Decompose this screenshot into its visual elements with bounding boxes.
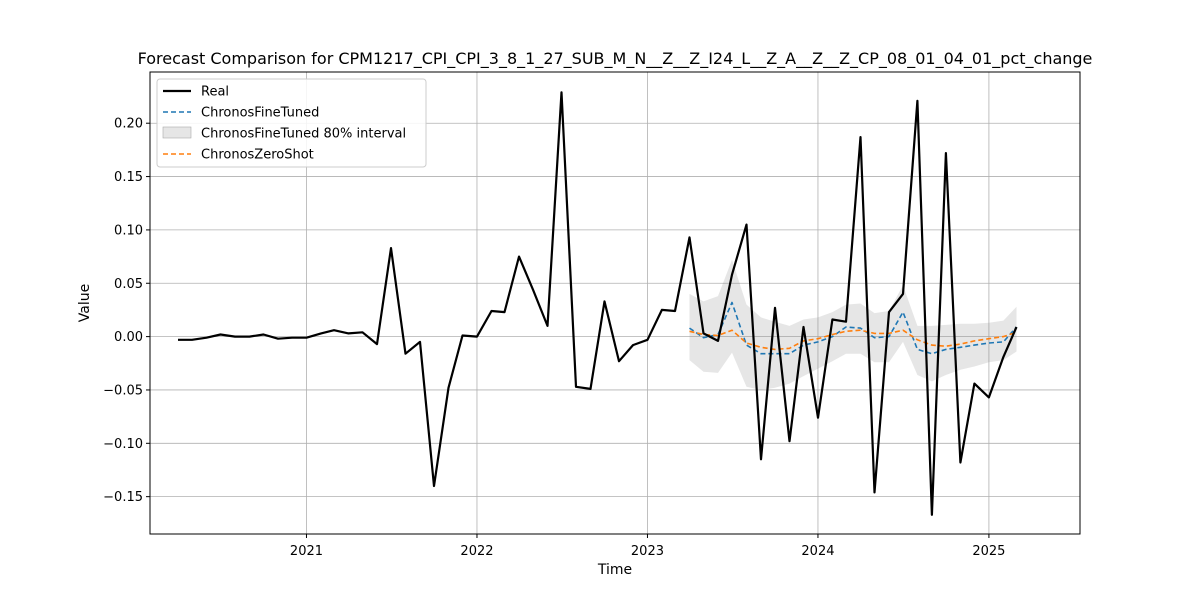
x-tick-label-4: 2025 — [972, 544, 1005, 559]
legend-label-2: ChronosFineTuned 80% interval — [201, 127, 406, 142]
legend-label-3: ChronosZeroShot — [201, 148, 314, 163]
x-axis: 2021 2022 2023 2024 2025 — [290, 534, 1005, 559]
y-axis: −0.15 −0.10 −0.05 0.00 0.05 0.10 0.15 0.20 — [103, 117, 150, 505]
y-tick-label-0: −0.15 — [103, 490, 143, 505]
chart-title: Forecast Comparison for CPM1217_CPI_CPI_… — [138, 49, 1093, 69]
x-tick-label-2: 2023 — [631, 544, 664, 559]
plot-frame — [149, 71, 1081, 535]
y-tick-label-2: −0.05 — [103, 383, 143, 398]
y-tick-label-3: 0.00 — [114, 330, 143, 345]
legend: Real ChronosFineTuned ChronosFineTuned 80%… — [156, 78, 427, 168]
y-tick-label-4: 0.05 — [114, 277, 143, 292]
y-tick-label-6: 0.15 — [114, 170, 143, 185]
x-tick-label-0: 2021 — [290, 544, 323, 559]
y-axis-label: Value — [77, 284, 93, 322]
series-line-chronosfinetuned — [689, 301, 1018, 355]
series-line-chronoszeroshot — [689, 329, 1017, 351]
legend-swatch-2 — [162, 126, 192, 139]
y-tick-label-7: 0.20 — [114, 117, 143, 132]
x-tick-label-1: 2022 — [460, 544, 493, 559]
legend-label-0: Real — [201, 85, 229, 100]
series-line-real — [178, 91, 1018, 516]
y-tick-label-1: −0.10 — [103, 437, 143, 452]
legend-box — [156, 78, 427, 168]
series-lines — [178, 91, 1018, 516]
y-tick-label-5: 0.10 — [114, 223, 143, 238]
x-tick-label-3: 2024 — [801, 544, 834, 559]
legend-label-1: ChronosFineTuned — [201, 106, 319, 121]
x-axis-label: Time — [597, 562, 632, 578]
